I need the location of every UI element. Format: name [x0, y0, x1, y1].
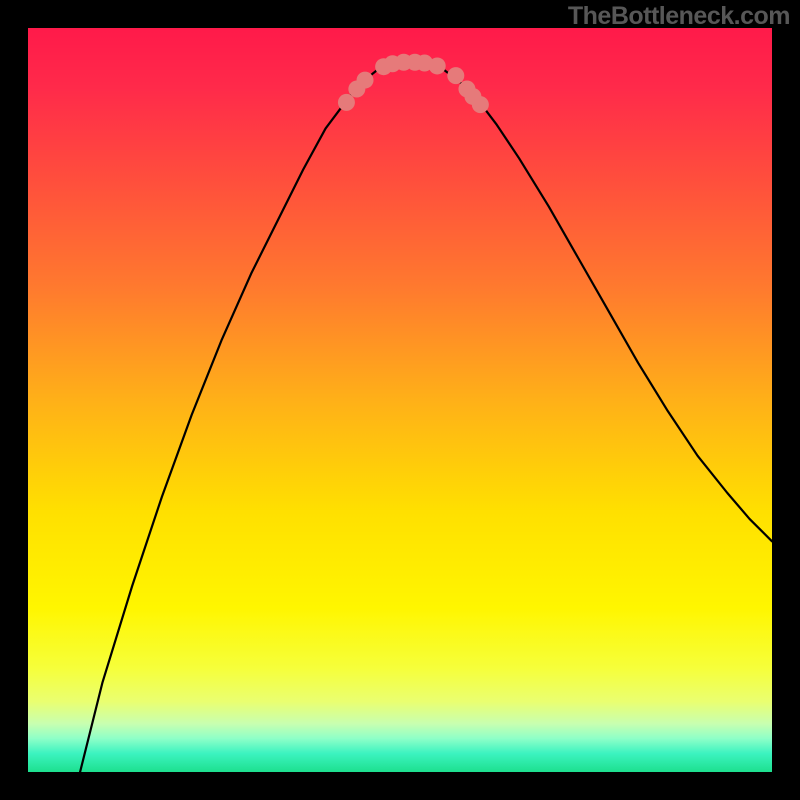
marker-dot — [338, 94, 355, 111]
watermark-text: TheBottleneck.com — [568, 2, 790, 31]
marker-dot — [357, 72, 374, 89]
marker-dot — [472, 96, 489, 113]
chart-svg — [28, 28, 772, 772]
marker-dot — [447, 67, 464, 84]
plot-area — [28, 28, 772, 772]
chart-frame: TheBottleneck.com — [0, 0, 800, 800]
marker-dot — [429, 57, 446, 74]
